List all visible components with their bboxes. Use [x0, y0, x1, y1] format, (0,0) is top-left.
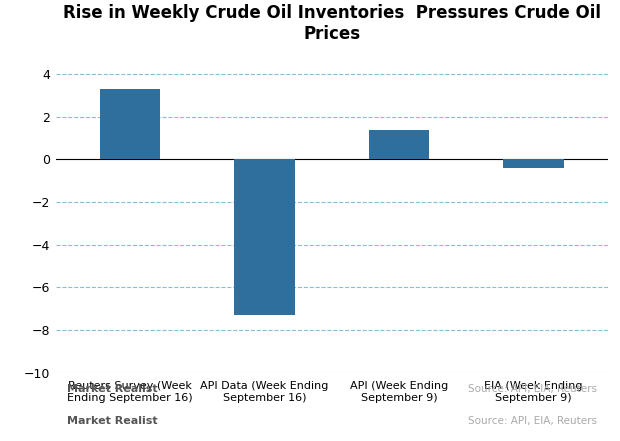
Text: Market Realist: Market Realist — [67, 415, 157, 426]
Text: Source: API, EIA, Reuters: Source: API, EIA, Reuters — [467, 384, 596, 394]
Bar — [503, 160, 564, 168]
Text: Source: API, EIA, Reuters: Source: API, EIA, Reuters — [467, 415, 596, 426]
Title: Rise in Weekly Crude Oil Inventories  Pressures Crude Oil
Prices: Rise in Weekly Crude Oil Inventories Pre… — [63, 4, 601, 43]
Bar — [369, 130, 429, 160]
Text: Market Realist: Market Realist — [67, 384, 157, 394]
Bar — [100, 89, 160, 160]
Bar — [234, 160, 294, 315]
